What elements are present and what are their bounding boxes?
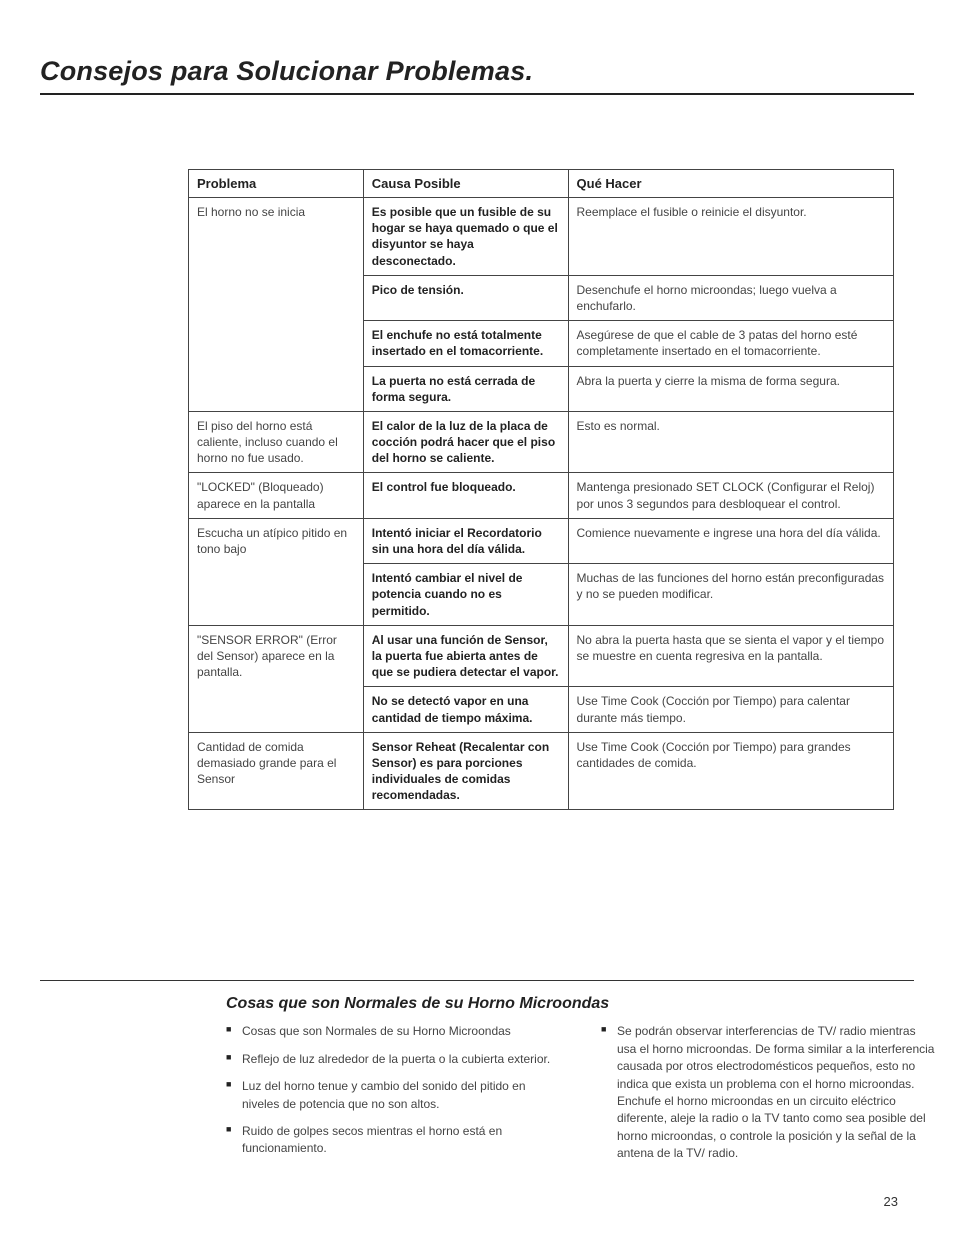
page-title: Consejos para Solucionar Problemas. — [40, 56, 914, 95]
troubleshooting-table: Problema Causa Posible Qué Hacer El horn… — [188, 169, 894, 810]
cell-que-hacer: Use Time Cook (Cocción por Tiempo) para … — [568, 687, 893, 732]
normal-things-section: Cosas que son Normales de su Horno Micro… — [226, 995, 936, 1172]
list-item: Reflejo de luz alrededor de la puerta o … — [226, 1051, 561, 1068]
list-item: Luz del horno tenue y cambio del sonido … — [226, 1078, 561, 1113]
cell-causa: Intentó cambiar el nivel de potencia cua… — [363, 564, 568, 626]
list-item: Ruido de golpes secos mientras el horno … — [226, 1123, 561, 1158]
table-row: "LOCKED" (Bloqueado) aparece en la panta… — [189, 473, 894, 518]
list-item: Se podrán observar interferencias de TV/… — [601, 1023, 936, 1162]
cell-causa: El control fue bloqueado. — [363, 473, 568, 518]
page-number: 23 — [884, 1194, 898, 1209]
cell-causa: No se detectó vapor en una cantidad de t… — [363, 687, 568, 732]
table-row: "SENSOR ERROR" (Error del Sensor) aparec… — [189, 625, 894, 687]
cell-que-hacer: Desenchufe el horno microondas; luego vu… — [568, 275, 893, 320]
table-header-row: Problema Causa Posible Qué Hacer — [189, 170, 894, 198]
troubleshooting-table-wrap: Problema Causa Posible Qué Hacer El horn… — [188, 169, 894, 810]
cell-problema: "LOCKED" (Bloqueado) aparece en la panta… — [189, 473, 364, 518]
cell-causa: Sensor Reheat (Recalentar con Sensor) es… — [363, 732, 568, 810]
cell-causa: Intentó iniciar el Recordatorio sin una … — [363, 518, 568, 563]
cell-causa: Pico de tensión. — [363, 275, 568, 320]
cell-problema: Cantidad de comida demasiado grande para… — [189, 732, 364, 810]
table-row: Escucha un atípico pitido en tono bajo I… — [189, 518, 894, 563]
cell-que-hacer: Mantenga presionado SET CLOCK (Configura… — [568, 473, 893, 518]
cell-problema: El piso del horno está caliente, incluso… — [189, 411, 364, 473]
cell-que-hacer: Use Time Cook (Cocción por Tiempo) para … — [568, 732, 893, 810]
table-row: El piso del horno está caliente, incluso… — [189, 411, 894, 473]
header-problema: Problema — [189, 170, 364, 198]
cell-problema: El horno no se inicia — [189, 198, 364, 412]
cell-que-hacer: Asegúrese de que el cable de 3 patas del… — [568, 321, 893, 366]
header-causa: Causa Posible — [363, 170, 568, 198]
cell-que-hacer: Abra la puerta y cierre la misma de form… — [568, 366, 893, 411]
cell-que-hacer: Reemplace el fusible o reinicie el disyu… — [568, 198, 893, 276]
column-left: Cosas que son Normales de su Horno Micro… — [226, 1023, 561, 1172]
table-row: El horno no se inicia Es posible que un … — [189, 198, 894, 276]
section-divider — [40, 980, 914, 981]
cell-problema: "SENSOR ERROR" (Error del Sensor) aparec… — [189, 625, 364, 732]
table-row: Cantidad de comida demasiado grande para… — [189, 732, 894, 810]
section-subheading: Cosas que son Normales de su Horno Micro… — [226, 995, 936, 1013]
cell-causa: La puerta no está cerrada de forma segur… — [363, 366, 568, 411]
column-right: Se podrán observar interferencias de TV/… — [601, 1023, 936, 1172]
cell-causa: Al usar una función de Sensor, la puerta… — [363, 625, 568, 687]
two-column-list: Cosas que son Normales de su Horno Micro… — [226, 1023, 936, 1172]
cell-causa: El enchufe no está totalmente insertado … — [363, 321, 568, 366]
list-item: Cosas que son Normales de su Horno Micro… — [226, 1023, 561, 1040]
cell-que-hacer: No abra la puerta hasta que se sienta el… — [568, 625, 893, 687]
manual-page: Consejos para Solucionar Problemas. Prob… — [0, 0, 954, 1235]
cell-causa: El calor de la luz de la placa de cocció… — [363, 411, 568, 473]
cell-que-hacer: Comience nuevamente e ingrese una hora d… — [568, 518, 893, 563]
cell-que-hacer: Esto es normal. — [568, 411, 893, 473]
cell-problema: Escucha un atípico pitido en tono bajo — [189, 518, 364, 625]
cell-que-hacer: Muchas de las funciones del horno están … — [568, 564, 893, 626]
header-que-hacer: Qué Hacer — [568, 170, 893, 198]
cell-causa: Es posible que un fusible de su hogar se… — [363, 198, 568, 276]
